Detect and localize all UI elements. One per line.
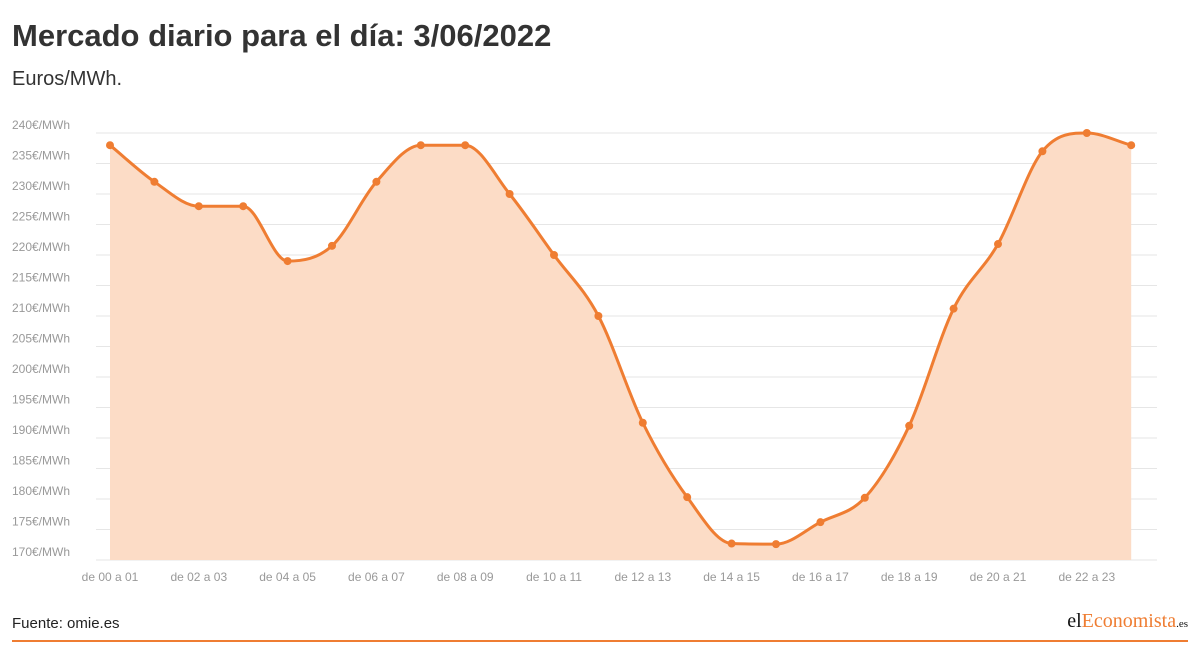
y-tick-label: 235€/MWh [12, 149, 70, 163]
y-tick-label: 195€/MWh [12, 393, 70, 407]
y-tick-label: 185€/MWh [12, 454, 70, 468]
price-point [594, 312, 603, 320]
x-tick-label: de 22 a 23 [1058, 570, 1115, 584]
price-point [283, 257, 292, 266]
chart-subtitle: Euros/MWh. [12, 68, 123, 90]
x-tick-label: de 10 a 11 [526, 570, 582, 584]
price-point [550, 251, 558, 259]
price-point [860, 493, 869, 502]
logo-text-el: el [1067, 610, 1082, 632]
x-tick-label: de 12 a 13 [614, 570, 671, 584]
y-tick-label: 190€/MWh [12, 423, 70, 437]
price-point [1038, 147, 1047, 156]
y-tick-label: 210€/MWh [12, 301, 70, 315]
price-point [461, 141, 470, 150]
y-tick-label: 215€/MWh [12, 271, 70, 285]
price-point [638, 418, 647, 427]
y-tick-label: 205€/MWh [12, 332, 70, 346]
price-point [372, 177, 381, 186]
y-tick-label: 180€/MWh [12, 484, 70, 498]
x-tick-label: de 04 a 05 [259, 570, 316, 584]
price-point [150, 177, 159, 186]
x-tick-label: de 14 a 15 [703, 570, 760, 584]
price-point [683, 493, 692, 502]
price-area-fill [110, 133, 1132, 560]
y-tick-label: 175€/MWh [12, 515, 70, 529]
source-note: Fuente: omie.es [12, 615, 120, 632]
price-point [905, 421, 914, 430]
price-point [328, 241, 336, 250]
logo-text-suffix: .es [1176, 618, 1188, 630]
x-tick-label: de 08 a 09 [437, 570, 494, 584]
logo-text-economista-accent: Economista [1081, 610, 1177, 632]
y-tick-label: 230€/MWh [12, 179, 70, 193]
price-point [416, 141, 425, 150]
y-tick-label: 200€/MWh [12, 362, 70, 376]
price-point [106, 141, 114, 150]
price-points [106, 129, 1136, 549]
y-tick-label: 240€/MWh [12, 118, 70, 132]
y-tick-label: 220€/MWh [12, 240, 70, 254]
price-point [239, 202, 248, 211]
y-tick-label: 170€/MWh [12, 545, 70, 559]
x-tick-label: de 06 a 07 [348, 570, 405, 584]
y-axis-tick-labels: 240€/MWh 235€/MWh 230€/MWh 225€/MWh 220€/MWh… [12, 118, 70, 559]
price-point [1127, 141, 1136, 150]
price-point [194, 202, 203, 211]
x-tick-label: de 18 a 19 [881, 570, 938, 584]
price-area-chart: 240€/MWh 235€/MWh 230€/MWh 225€/MWh 220€/MWh… [12, 118, 1157, 584]
eleconomista-logo: elEconomista.es [1067, 610, 1188, 633]
x-tick-label: de 00 a 01 [82, 570, 139, 584]
price-point [994, 240, 1002, 249]
price-point [772, 540, 780, 549]
chart-title: Mercado diario para el día: 3/06/2022 [12, 18, 552, 53]
y-tick-label: 225€/MWh [12, 210, 70, 224]
footer-divider [12, 640, 1188, 642]
price-point [949, 304, 958, 313]
x-tick-label: de 20 a 21 [970, 570, 1027, 584]
x-axis-tick-labels: de 00 a 01 de 02 a 03 de 04 a 05 de 06 a 07… [82, 570, 1116, 584]
price-point [1082, 129, 1091, 137]
price-point [816, 518, 825, 527]
price-point [505, 190, 514, 198]
x-tick-label: de 16 a 17 [792, 570, 849, 584]
x-tick-label: de 02 a 03 [170, 570, 227, 584]
price-point [727, 539, 736, 548]
